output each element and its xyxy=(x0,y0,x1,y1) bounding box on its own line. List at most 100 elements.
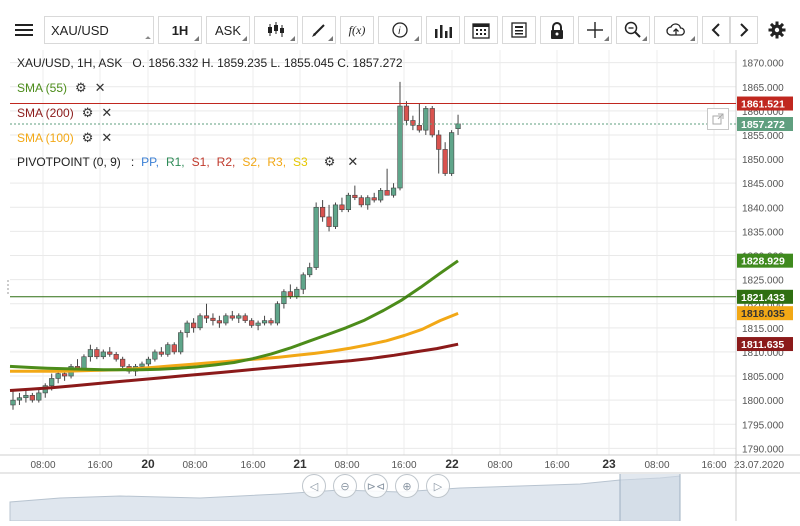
crosshair-icon xyxy=(587,22,603,38)
calendar-button[interactable] xyxy=(464,16,498,44)
indicator-sma55[interactable]: SMA (55) ⚙ ✕ xyxy=(17,80,106,96)
x-tick-label: 16:00 xyxy=(87,460,112,471)
candle-body xyxy=(171,344,177,353)
indicator-label: SMA (55) xyxy=(17,81,68,95)
x-tick-label: 16:00 xyxy=(240,460,265,471)
candle-body xyxy=(242,315,248,321)
gear-icon[interactable]: ⚙ xyxy=(81,105,94,120)
indicator-sma100[interactable]: SMA (100) ⚙ ✕ xyxy=(17,130,112,146)
close-icon[interactable]: ✕ xyxy=(94,80,106,95)
candlestick-icon xyxy=(268,22,284,37)
candle-body xyxy=(319,206,326,218)
candle-body xyxy=(223,315,229,324)
next-button[interactable] xyxy=(730,16,758,44)
zoom-in-button[interactable]: ⊕ xyxy=(395,474,419,498)
symbol-label: XAU/USD xyxy=(51,22,109,38)
price-chart[interactable]: 1790.000 1795.000 1800.000 1805.000 1810.000… xyxy=(0,50,800,522)
candle-body xyxy=(371,197,377,201)
y-tick-label: 1820.000 xyxy=(742,300,784,311)
candle-body xyxy=(107,351,113,355)
info-icon: i xyxy=(392,22,408,38)
symbol-selector[interactable]: XAU/USD xyxy=(44,16,154,44)
pivot-level-label: R2, xyxy=(216,155,236,169)
price-type-selector[interactable]: ASK xyxy=(206,16,250,44)
calendar-icon xyxy=(472,23,490,39)
timeframe-label: 1H xyxy=(171,22,189,38)
candle-body xyxy=(87,349,93,358)
y-tick-label: 1870.000 xyxy=(742,59,784,70)
pivot-sep: : xyxy=(130,155,135,169)
hamburger-icon xyxy=(15,24,33,36)
indicator-pivotpoint[interactable]: PIVOTPOINT (0, 9) : PP, R1, S1, R2, S2, R3, S3… xyxy=(17,154,362,170)
candle-body xyxy=(113,354,119,360)
timeframe-selector[interactable]: 1H xyxy=(158,16,202,44)
close-icon[interactable]: ✕ xyxy=(101,105,113,120)
gear-icon[interactable]: ⚙ xyxy=(81,130,94,145)
y-tick-label: 1795.000 xyxy=(742,420,784,431)
y-tick-label: 1835.000 xyxy=(742,227,784,238)
candle-body xyxy=(23,395,29,399)
candle-body xyxy=(339,204,345,210)
lock-button[interactable] xyxy=(540,16,574,44)
scroll-right-button[interactable]: ▷ xyxy=(426,474,450,498)
x-tick-label: 16:00 xyxy=(701,460,726,471)
x-tick-label: 21 xyxy=(293,457,307,471)
crosshair-button[interactable] xyxy=(578,16,612,44)
price-label: 1811.635 xyxy=(741,339,784,351)
zoom-icon xyxy=(624,21,641,38)
y-tick-label: 1855.000 xyxy=(742,131,784,142)
draw-tool-button[interactable] xyxy=(302,16,336,44)
chart-area[interactable]: 1790.000 1795.000 1800.000 1805.000 1810.000… xyxy=(0,50,800,522)
candle-body xyxy=(384,190,390,196)
chevron-right-icon xyxy=(740,23,749,37)
y-tick-label: 1810.000 xyxy=(742,348,784,359)
candle-body xyxy=(448,132,455,174)
indicator-label: SMA (200) xyxy=(17,106,74,120)
settings-button[interactable] xyxy=(762,16,792,44)
volume-button[interactable] xyxy=(426,16,460,44)
candle-body xyxy=(300,274,306,290)
navigator-window xyxy=(620,474,680,521)
cloud-button[interactable] xyxy=(654,16,698,44)
candle-body xyxy=(410,120,416,126)
indicator-label: SMA (100) xyxy=(17,131,74,145)
x-tick-label: 08:00 xyxy=(182,460,207,471)
menu-button[interactable] xyxy=(8,16,40,44)
news-button[interactable] xyxy=(502,16,536,44)
y-tick-label: 1850.000 xyxy=(742,155,784,166)
zoom-button[interactable] xyxy=(616,16,650,44)
gear-icon[interactable]: ⚙ xyxy=(75,80,87,95)
x-tick-label: 23.07.2020 xyxy=(734,460,784,471)
candle-body xyxy=(397,105,403,189)
expand-button[interactable] xyxy=(707,108,729,130)
indicator-sma200[interactable]: SMA (200) ⚙ ✕ xyxy=(17,105,112,121)
candle-body xyxy=(210,317,216,321)
price-label: 1861.521 xyxy=(741,99,785,111)
candle-body xyxy=(255,322,261,326)
x-tick-label: 08:00 xyxy=(334,460,359,471)
info-button[interactable]: i xyxy=(378,16,422,44)
gear-icon[interactable]: ⚙ xyxy=(323,154,336,169)
prev-button[interactable] xyxy=(702,16,730,44)
close-icon[interactable]: ✕ xyxy=(101,130,113,145)
y-tick-label: 1865.000 xyxy=(742,83,784,94)
y-tick-label: 1790.000 xyxy=(742,444,784,455)
candle-body xyxy=(203,315,210,319)
scroll-left-button[interactable]: ◁ xyxy=(302,474,326,498)
y-tick-label: 1825.000 xyxy=(742,276,784,287)
indicators-button[interactable]: f(x) xyxy=(340,16,374,44)
close-icon[interactable]: ✕ xyxy=(347,154,359,169)
price-label: 1821.433 xyxy=(741,292,785,304)
candle-body xyxy=(178,332,184,353)
candle-body xyxy=(120,358,126,367)
candle-body xyxy=(49,378,55,386)
candle-body xyxy=(165,344,171,355)
candle-body xyxy=(61,373,68,377)
fit-button[interactable]: ⊳⊲ xyxy=(364,474,388,498)
chart-type-button[interactable] xyxy=(254,16,298,44)
candle-body xyxy=(403,105,410,121)
price-label-bg xyxy=(737,117,793,132)
gear-icon xyxy=(768,21,786,39)
candle-body xyxy=(10,399,16,406)
zoom-out-button[interactable]: ⊖ xyxy=(333,474,357,498)
